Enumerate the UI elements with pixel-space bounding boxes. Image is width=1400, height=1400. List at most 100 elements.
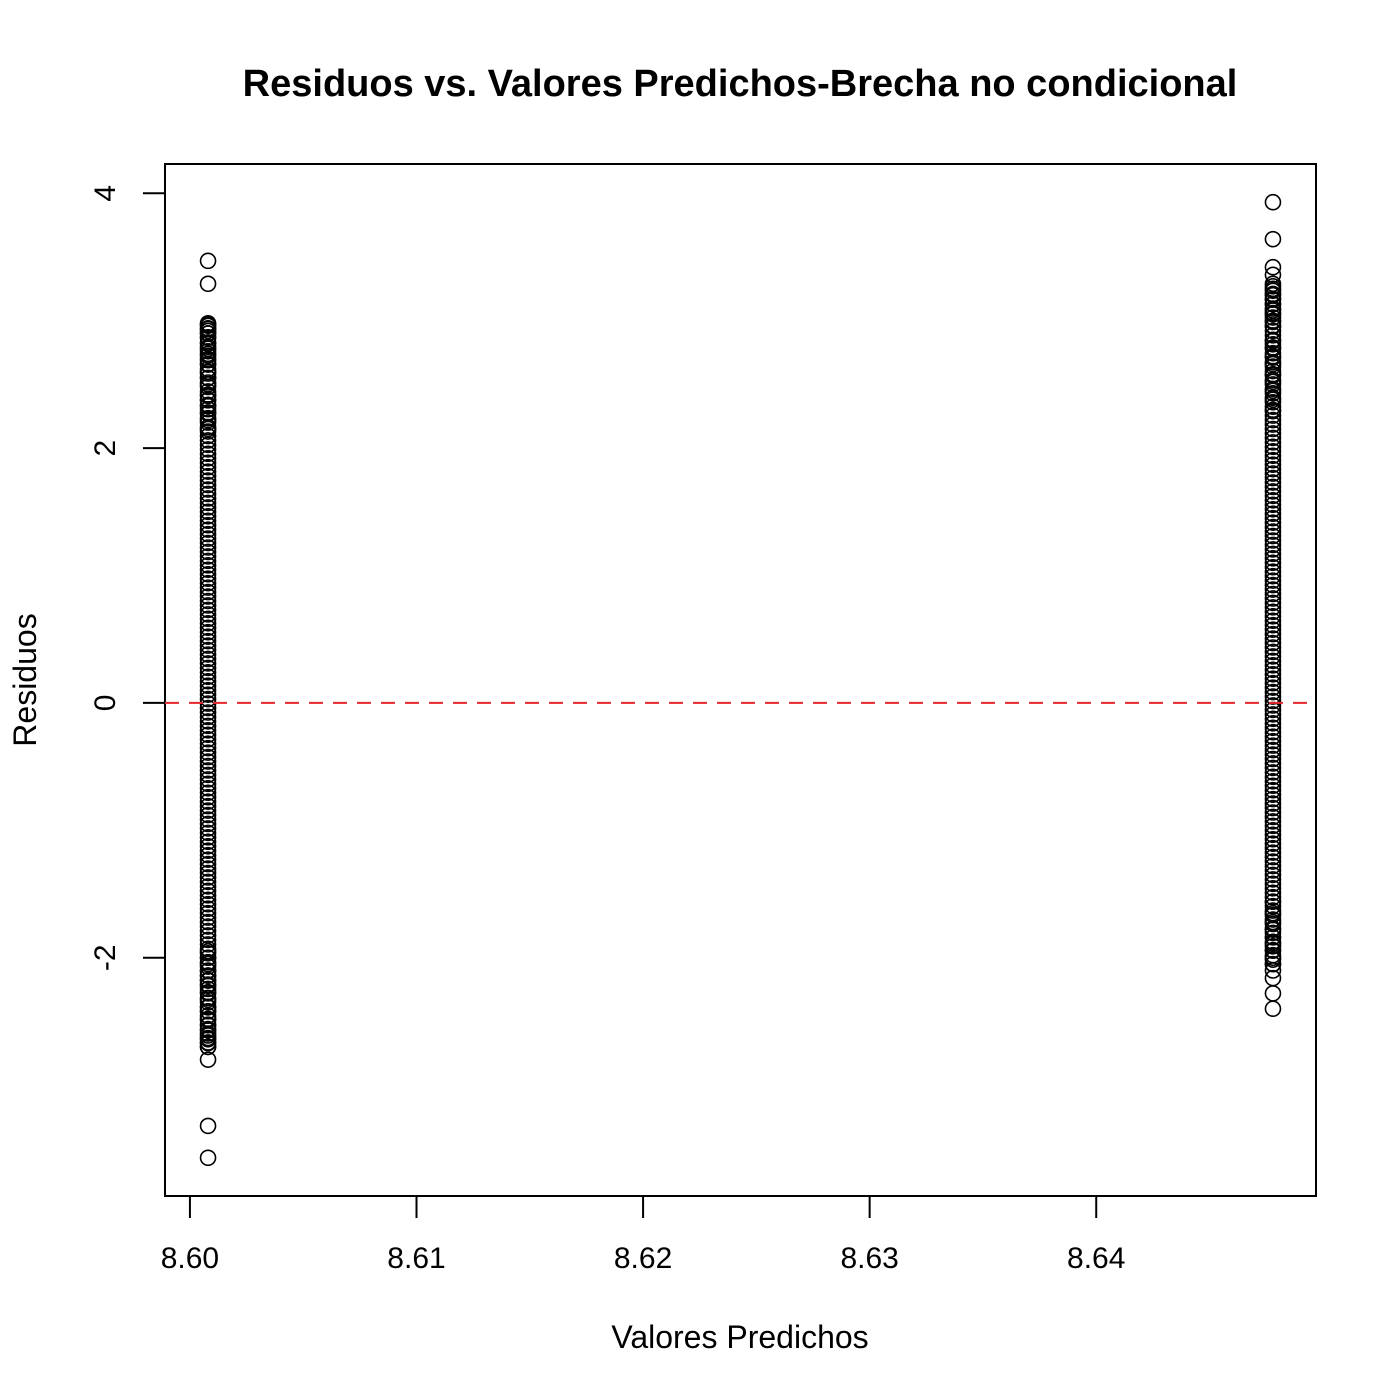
data-point <box>199 619 217 637</box>
data-point <box>199 405 217 423</box>
data-point <box>1264 643 1282 661</box>
data-point <box>199 748 217 766</box>
x-tick-label: 8.63 <box>840 1242 898 1275</box>
data-point <box>1264 411 1282 429</box>
data-point <box>199 998 217 1016</box>
data-point <box>1264 813 1282 830</box>
data-point <box>199 802 217 819</box>
data-point <box>1264 353 1282 371</box>
data-point <box>1264 755 1282 772</box>
data-point <box>199 606 217 623</box>
data-point <box>199 887 217 904</box>
data-point <box>1264 830 1282 848</box>
data-point <box>199 334 217 351</box>
data-point <box>199 704 217 721</box>
data-point <box>1264 266 1282 284</box>
data-point <box>199 913 217 931</box>
data-point <box>199 356 217 373</box>
data-point <box>199 1011 217 1029</box>
data-point <box>199 445 217 463</box>
x-axis-label: Valores Predichos <box>611 1319 868 1355</box>
data-point <box>1264 451 1282 469</box>
data-point <box>199 962 217 980</box>
data-point <box>199 953 217 971</box>
data-point <box>1264 340 1282 358</box>
data-point <box>199 329 217 347</box>
data-point <box>1264 902 1282 919</box>
data-point <box>1264 937 1282 955</box>
y-axis-label: Residuos <box>7 613 43 746</box>
data-point <box>1264 612 1282 630</box>
data-point <box>1264 857 1282 875</box>
data-point <box>199 539 217 556</box>
data-point <box>1264 474 1282 491</box>
data-point <box>199 601 217 619</box>
data-point <box>199 316 217 333</box>
y-tick-label: 2 <box>89 440 122 457</box>
data-point <box>199 708 217 726</box>
data-point <box>199 784 217 802</box>
data-point <box>199 739 217 757</box>
data-point <box>199 320 217 338</box>
data-point <box>1264 929 1282 946</box>
data-point <box>1264 291 1282 308</box>
data-point <box>199 557 217 574</box>
data-point <box>1264 309 1282 326</box>
data-point <box>199 806 217 824</box>
data-point <box>1264 871 1282 888</box>
data-point <box>199 717 217 735</box>
data-point <box>199 909 217 926</box>
data-point <box>199 936 217 953</box>
data-point <box>1264 848 1282 866</box>
data-point <box>1264 683 1282 701</box>
data-point <box>199 325 217 342</box>
data-point <box>1264 327 1282 344</box>
data-point <box>199 744 217 761</box>
data-point <box>199 623 217 641</box>
data-point <box>1264 621 1282 638</box>
data-point <box>199 668 217 686</box>
data-point <box>1264 880 1282 897</box>
data-point <box>199 846 217 864</box>
data-point <box>199 409 217 427</box>
data-point <box>1264 304 1282 322</box>
data-point <box>1264 230 1282 248</box>
data-point <box>1264 985 1282 1002</box>
data-point <box>199 837 217 855</box>
data-point <box>199 994 217 1011</box>
y-tick-label: 0 <box>89 695 122 712</box>
data-point <box>199 365 217 382</box>
data-point <box>199 561 217 579</box>
data-point <box>199 686 217 703</box>
data-point <box>199 1149 217 1167</box>
data-point <box>199 753 217 770</box>
data-point <box>199 895 217 913</box>
data-point <box>199 829 217 846</box>
data-point <box>1264 786 1282 803</box>
data-point <box>199 275 217 293</box>
data-point <box>199 463 217 480</box>
data-point <box>199 400 217 418</box>
data-point <box>199 1034 217 1051</box>
x-tick-label: 8.61 <box>387 1242 445 1275</box>
data-point <box>1264 804 1282 821</box>
data-point <box>199 779 217 797</box>
data-point <box>1264 362 1282 380</box>
data-point <box>199 949 217 967</box>
data-point <box>199 672 217 690</box>
data-point <box>1264 500 1282 518</box>
data-point <box>199 499 217 516</box>
data-point <box>1264 946 1282 964</box>
data-point <box>1264 313 1282 331</box>
data-point <box>199 878 217 895</box>
data-point <box>1264 554 1282 572</box>
data-point <box>199 574 217 592</box>
data-point <box>199 944 217 962</box>
data-point <box>199 655 217 672</box>
data-point <box>1264 897 1282 915</box>
data-point <box>1264 567 1282 585</box>
data-point <box>1264 447 1282 465</box>
data-point <box>199 869 217 886</box>
data-point <box>199 771 217 788</box>
